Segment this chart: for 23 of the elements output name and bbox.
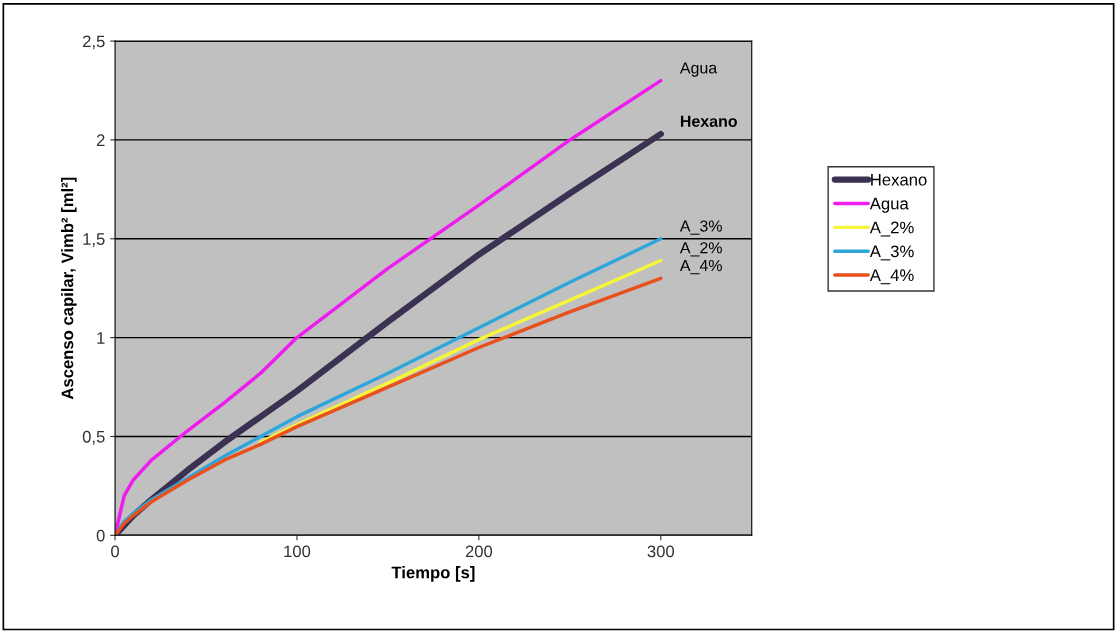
y-tick-label: 1 <box>97 332 105 344</box>
x-tick-label: 200 <box>465 545 493 558</box>
x-tick-label: 0 <box>111 545 120 558</box>
text: Agua <box>679 62 718 77</box>
legend-label: Hexano <box>871 173 927 186</box>
text: Hexano <box>680 115 737 127</box>
x-axis-title: Tiempo [s] <box>391 566 475 582</box>
text: A_2% <box>679 242 722 257</box>
y-tick-label: 0,5 <box>82 430 105 445</box>
text: A_4% <box>679 259 722 275</box>
x-tick-label: 100 <box>284 545 311 558</box>
line-series <box>258 258 663 445</box>
y-tick-label: 2,5 <box>83 35 105 50</box>
legend-label: A_3% <box>869 245 914 261</box>
x-tick-label: 300 <box>647 545 675 558</box>
y-tick-label: 2 <box>96 134 105 146</box>
legend-label: Agua <box>869 197 909 213</box>
y-tick-label: 1,5 <box>83 233 105 247</box>
text: A_3% <box>679 220 722 235</box>
legend-label: A_2% <box>869 221 914 237</box>
y-tick-label: 0 <box>96 529 105 542</box>
legend-label: A_4% <box>869 269 914 285</box>
y-axis-title: Ascenso capilar, Vimb² [ml²] <box>61 177 77 400</box>
